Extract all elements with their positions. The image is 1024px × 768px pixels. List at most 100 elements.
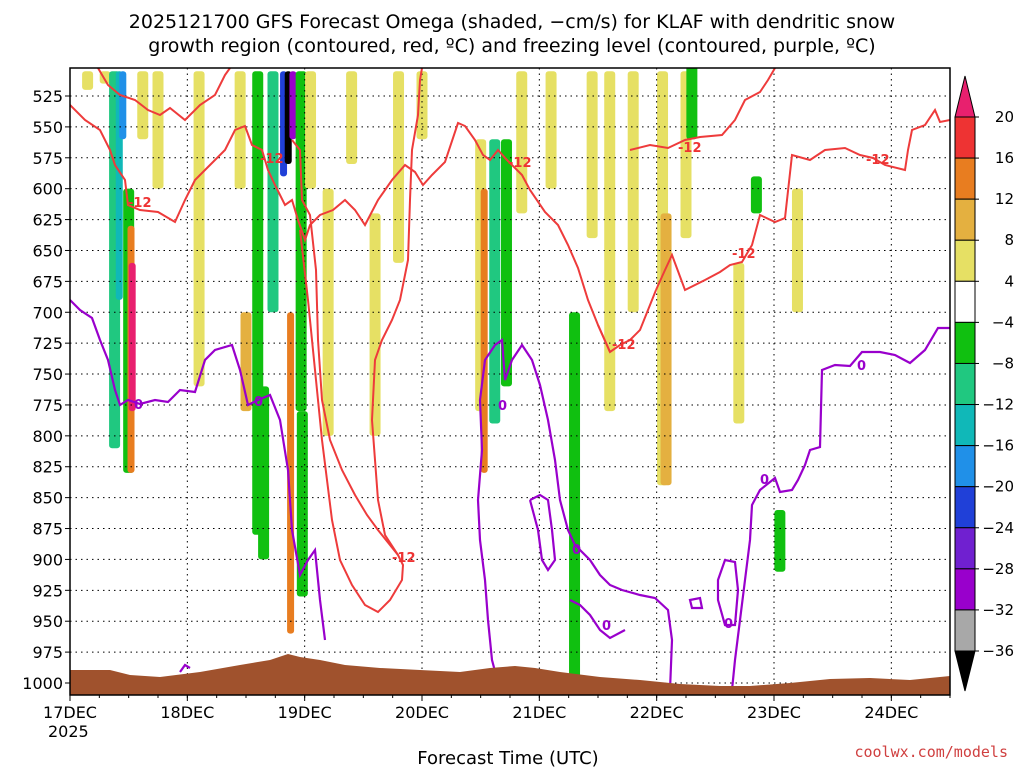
omega-shade (733, 262, 745, 424)
colorbar-swatch (954, 280, 976, 323)
freezing-level-contours (70, 299, 950, 691)
dgz-contour-lower (299, 68, 423, 614)
dgz-label-7: -12 (612, 338, 636, 353)
dgz-contours (70, 68, 950, 614)
omega-shade (480, 188, 488, 473)
omega-shade (660, 213, 672, 486)
freezing-contour-left (70, 299, 327, 641)
omega-shade (289, 71, 297, 140)
omega-shade (604, 71, 616, 412)
colorbar-label: −28 (982, 560, 1014, 578)
dgz-label-3: -12 (508, 156, 532, 171)
x-year-label: 2025 (48, 722, 89, 741)
omega-shade (305, 71, 317, 189)
omega-shade (627, 71, 639, 313)
omega-shade (258, 386, 270, 560)
dgz-label-5: -12 (866, 153, 890, 168)
y-tick-label: 575 (32, 149, 63, 168)
colorbar-top-arrow (954, 75, 976, 118)
colorbar-label: −24 (982, 519, 1014, 537)
omega-shade (193, 71, 205, 387)
y-tick-label: 800 (32, 427, 63, 446)
colorbar-bottom-arrow (954, 650, 976, 692)
colorbar-label: −4 (992, 313, 1014, 331)
y-tick-label: 775 (32, 396, 63, 415)
dgz-contour-mid-right (597, 289, 657, 354)
x-tick-label: 22DEC (630, 703, 684, 722)
y-tick-label: 725 (32, 334, 63, 353)
colorbar-label: 20 (995, 108, 1014, 126)
omega-shade (287, 312, 295, 634)
colorbar-swatch (954, 486, 976, 529)
omega-shade (128, 262, 136, 412)
freezing-contour-small-1 (716, 558, 740, 627)
colorbar-label: 12 (995, 190, 1014, 208)
colorbar-swatch (954, 527, 976, 570)
omega-shade (545, 71, 557, 189)
colorbar-swatch (954, 198, 976, 241)
y-tick-label: 875 (32, 520, 63, 539)
x-tick-label: 20DEC (395, 703, 449, 722)
colorbar-label: −20 (982, 478, 1014, 496)
colorbar-label: 4 (1004, 272, 1014, 290)
dgz-contour-upper (70, 104, 611, 353)
omega-shade (119, 71, 127, 140)
colorbar-label: −8 (992, 354, 1014, 372)
omega-shade (322, 188, 334, 436)
omega-shade (296, 411, 308, 597)
freezing-label-6: 0 (724, 617, 733, 632)
x-tick-label: 24DEC (864, 703, 918, 722)
colorbar-label: 16 (995, 149, 1014, 167)
omega-shade (267, 71, 279, 313)
freezing-contour-right (730, 326, 950, 691)
y-axis-ticks: 525 550 575 600 625 650 675 700 725 750 775 800 825 8… (22, 87, 70, 693)
x-tick-label: 18DEC (160, 703, 214, 722)
omega-shade (686, 68, 698, 140)
colorbar-swatch (954, 116, 976, 159)
omega-shade (774, 509, 786, 572)
dgz-label-1: -12 (128, 196, 152, 211)
x-tick-label: 19DEC (278, 703, 332, 722)
freezing-label-4: 0 (572, 543, 581, 558)
colorbar-swatch (954, 362, 976, 406)
omega-shade (393, 71, 405, 263)
chart-title-line-1: 2025121700 GFS Forecast Omega (shaded, −… (129, 11, 895, 33)
y-tick-label: 600 (32, 180, 63, 199)
dgz-label-4: -12 (678, 141, 702, 156)
colorbar-label: 8 (1004, 231, 1014, 249)
y-tick-label: 900 (32, 550, 63, 569)
freezing-label-2: 0 (254, 395, 263, 410)
freezing-label-5: 0 (602, 619, 611, 634)
freezing-label-3: 0 (498, 399, 507, 414)
y-tick-label: 625 (32, 211, 63, 230)
dgz-contour-middle (291, 139, 399, 556)
contour-labels: -12 -12 -12 -12 -12 -12 -12 -12 0 0 0 0 … (128, 141, 890, 634)
colorbar-swatch (954, 445, 976, 488)
y-tick-label: 975 (32, 643, 63, 662)
x-tick-label: 17DEC (43, 703, 97, 722)
dgz-contour-lower-right (655, 107, 950, 292)
y-tick-label: 750 (32, 365, 63, 384)
dgz-label-8: -12 (392, 551, 416, 566)
colorbar-label: −36 (982, 642, 1014, 660)
y-tick-label: 850 (32, 489, 63, 508)
x-tick-label: 21DEC (512, 703, 566, 722)
y-tick-label: 650 (32, 241, 63, 260)
freezing-label-8: 0 (857, 359, 866, 374)
freezing-label-7: 0 (760, 473, 769, 488)
omega-shade (152, 71, 164, 189)
dgz-contour-top-left (97, 68, 231, 122)
omega-shade (82, 71, 94, 90)
freezing-contour-bottom-left (179, 663, 191, 673)
omega-shade (234, 71, 246, 189)
colorbar-swatch (954, 321, 976, 364)
y-tick-label: 525 (32, 87, 63, 106)
dgz-label-2: -12 (260, 152, 284, 167)
freezing-contour-small-2 (688, 596, 704, 610)
y-tick-label: 950 (32, 612, 63, 631)
y-tick-label: 675 (32, 272, 63, 291)
y-tick-label: 925 (32, 581, 63, 600)
omega-shade (586, 71, 598, 239)
x-axis-label: Forecast Time (UTC) (417, 748, 598, 768)
